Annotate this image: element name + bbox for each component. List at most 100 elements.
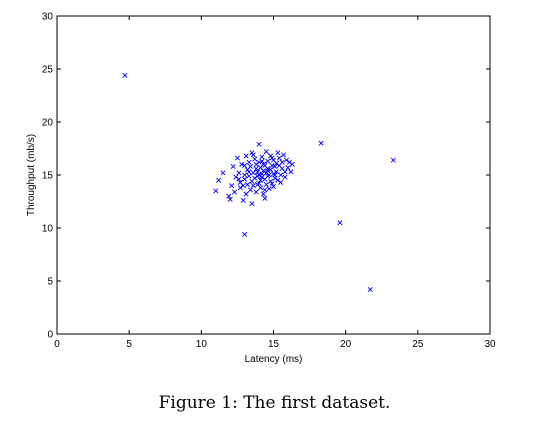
data-point	[234, 155, 240, 161]
data-point	[269, 180, 275, 186]
data-point	[249, 201, 255, 207]
data-point-outlier	[122, 72, 128, 78]
data-point	[283, 157, 290, 163]
data-point	[253, 166, 259, 172]
data-point	[239, 161, 245, 167]
data-point	[255, 169, 261, 175]
x-tick-label: 25	[412, 339, 424, 350]
data-point	[263, 149, 269, 155]
data-point-outlier	[337, 220, 343, 226]
data-point	[259, 154, 265, 160]
data-point-outlier	[242, 231, 248, 237]
plot-frame	[56, 15, 491, 335]
data-point	[253, 189, 259, 195]
data-point	[275, 177, 281, 183]
data-point	[265, 168, 271, 174]
data-point	[247, 187, 253, 193]
data-point	[278, 179, 284, 185]
data-point	[275, 150, 281, 156]
y-tick-label: 5	[47, 277, 53, 288]
data-point	[233, 174, 239, 180]
data-point	[213, 188, 219, 194]
data-point	[282, 174, 288, 180]
data-point	[230, 164, 236, 170]
data-point	[236, 176, 242, 182]
data-point-outlier	[367, 286, 373, 292]
data-point-outlier	[318, 140, 324, 146]
data-point	[262, 187, 268, 193]
data-point	[257, 177, 264, 183]
data-point	[247, 164, 253, 170]
data-point	[259, 158, 265, 164]
data-point	[279, 159, 285, 165]
data-point	[272, 172, 278, 178]
data-point	[278, 172, 284, 178]
data-point	[259, 174, 265, 180]
scatter-chart: 0 5 10 15 20 25 30 0 5 10 15 20 25 30 Latency (ms) Th…	[26, 12, 496, 366]
data-point	[268, 167, 274, 173]
data-point	[242, 172, 248, 178]
tick-labels: 0 5 10 15 20 25 30 0 5 10 15 20 25 30	[42, 12, 496, 351]
data-point	[250, 183, 256, 189]
data-point	[227, 196, 233, 202]
data-point	[262, 195, 268, 201]
y-axis-label: Throughput (mb/s)	[26, 134, 37, 216]
y-tick-label: 15	[42, 171, 54, 182]
data-point	[220, 170, 226, 176]
x-tick-label: 15	[268, 339, 280, 350]
data-point	[250, 170, 256, 176]
data-point	[253, 161, 259, 167]
data-point	[236, 170, 242, 176]
data-point	[281, 152, 287, 158]
data-point	[270, 184, 277, 190]
data-point	[286, 159, 292, 165]
data-point	[216, 177, 222, 183]
x-tick-label: 5	[126, 339, 132, 350]
data-point	[256, 141, 262, 147]
data-point	[246, 173, 252, 179]
x-tick-label: 0	[54, 339, 60, 350]
data-point	[226, 193, 232, 199]
data-point	[263, 182, 269, 188]
y-tick-label: 20	[42, 118, 54, 129]
data-point	[266, 172, 272, 178]
data-point	[269, 162, 275, 168]
y-tick-label: 10	[42, 224, 54, 235]
data-point	[246, 169, 252, 175]
data-point	[240, 197, 246, 203]
data-point	[285, 165, 291, 171]
data-point	[260, 191, 266, 197]
data-point	[242, 162, 248, 168]
data-point	[265, 166, 271, 172]
x-tick-label: 20	[340, 339, 352, 350]
plot-background	[57, 16, 490, 334]
data-point	[272, 164, 278, 170]
data-point	[229, 183, 235, 189]
data-point	[289, 161, 295, 167]
x-tick-label: 30	[484, 339, 496, 350]
data-point	[250, 152, 256, 158]
data-point	[273, 160, 279, 166]
data-point	[242, 176, 248, 182]
data-point	[252, 156, 258, 162]
data-point	[255, 182, 261, 188]
x-axis-label: Latency (ms)	[245, 354, 303, 365]
data-point	[232, 189, 238, 195]
data-point	[243, 191, 249, 197]
data-point-outlier	[390, 157, 396, 163]
data-point	[265, 158, 271, 164]
data-point	[246, 159, 252, 165]
data-points	[122, 72, 396, 292]
data-point	[273, 169, 279, 175]
y-tick-label: 30	[42, 12, 54, 23]
data-point	[256, 159, 262, 165]
data-point	[282, 169, 288, 175]
x-tick-label: 10	[196, 339, 208, 350]
figure-caption: Figure 1: The first dataset.	[158, 393, 391, 413]
data-point	[266, 186, 272, 192]
data-point	[260, 168, 266, 174]
data-point	[243, 153, 249, 159]
data-point	[269, 155, 275, 161]
y-tick-label: 0	[47, 330, 53, 341]
data-point	[245, 182, 251, 188]
